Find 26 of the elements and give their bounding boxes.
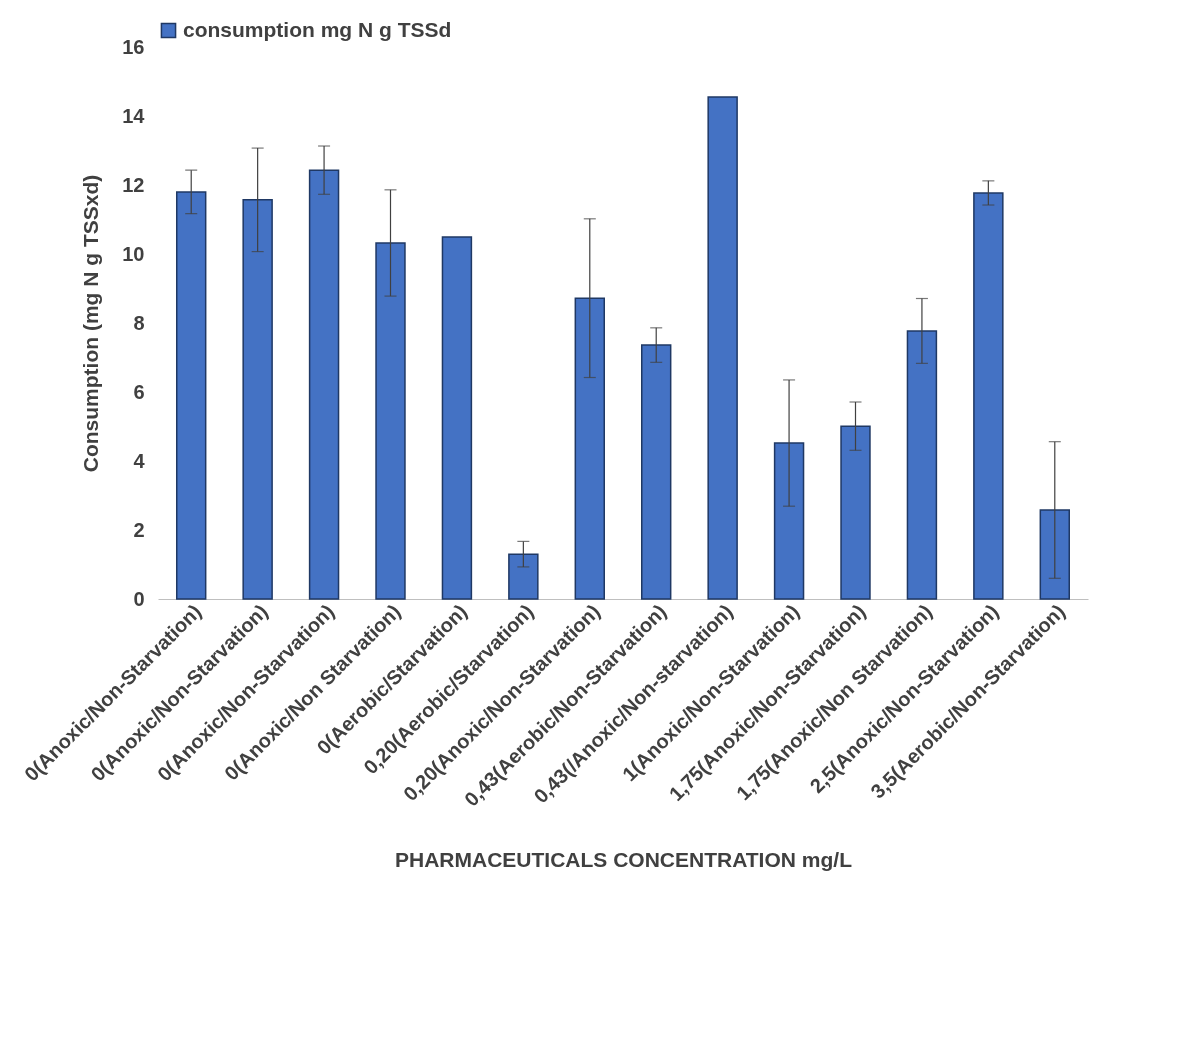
y-tick-label: 12 xyxy=(122,173,145,196)
y-tick-label: 8 xyxy=(133,311,145,334)
bar xyxy=(707,96,738,600)
bar xyxy=(840,425,871,600)
bar xyxy=(641,344,672,600)
bar xyxy=(773,442,805,600)
bar xyxy=(508,553,539,600)
y-axis-title: Consumption (mg N g TSSxd) xyxy=(79,174,103,473)
y-tick-label: 16 xyxy=(122,35,145,58)
bar xyxy=(308,169,340,600)
bar xyxy=(441,236,473,600)
bar xyxy=(176,191,207,600)
y-tick-label: 4 xyxy=(133,449,146,472)
y-tick-label: 0 xyxy=(133,587,145,610)
bar xyxy=(375,242,406,600)
y-tick-label: 6 xyxy=(133,380,145,403)
bar xyxy=(973,192,1004,600)
bar xyxy=(1039,509,1070,600)
legend-label: consumption mg N g TSSd xyxy=(183,17,452,41)
bar xyxy=(242,199,273,600)
y-tick-label: 14 xyxy=(122,104,146,127)
bar xyxy=(906,330,938,600)
bar xyxy=(574,297,605,600)
y-tick-label: 10 xyxy=(122,242,145,265)
x-axis-title: PHARMACEUTICALS CONCENTRATION mg/L xyxy=(395,847,853,871)
y-tick-label: 2 xyxy=(133,518,145,541)
